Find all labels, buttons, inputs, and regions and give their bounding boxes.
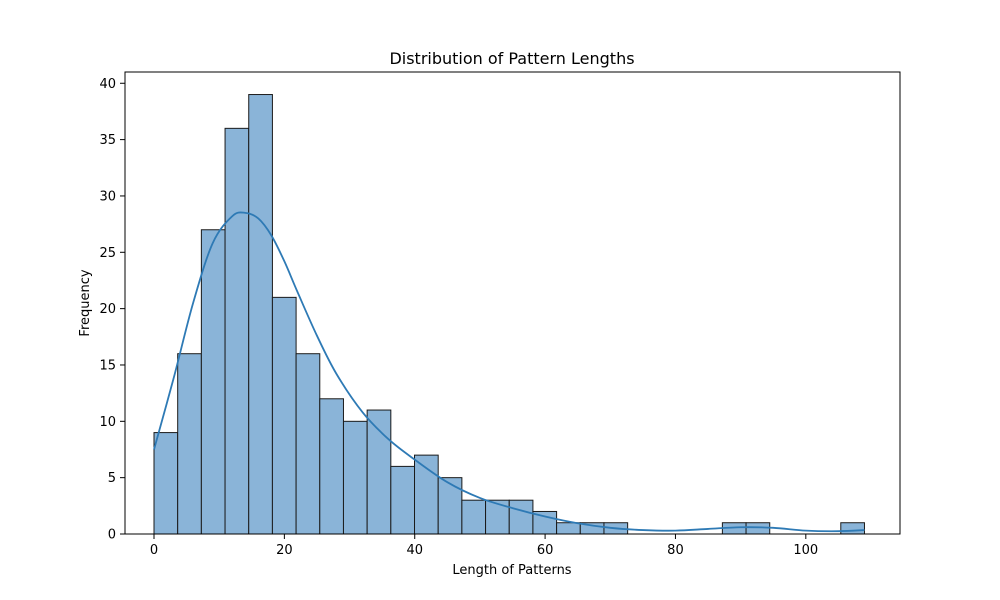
histogram-bar: [319, 398, 344, 535]
x-axis-ticks: 0 20 40 60 80 100: [150, 534, 818, 558]
y-tick-label: 30: [99, 189, 116, 204]
y-tick-label: 35: [99, 133, 116, 148]
histogram-bar: [295, 353, 321, 535]
y-axis-title: Frequency: [78, 269, 93, 336]
y-axis-ticks: 0 5 10 15 20 25 30 35 40: [99, 77, 125, 543]
axes-frame: [124, 71, 901, 535]
bars-group: [153, 94, 865, 535]
x-axis-title: Length of Patterns: [452, 563, 571, 578]
histogram-bar: [366, 409, 392, 535]
x-tick-label: 40: [406, 543, 423, 558]
chart-title: Distribution of Pattern Lengths: [389, 49, 634, 68]
histogram-bar: [556, 522, 581, 535]
kde-line: [153, 211, 865, 533]
histogram-bar: [271, 296, 297, 535]
histogram-bar: [342, 420, 368, 535]
histogram-bar: [461, 499, 487, 535]
histogram-bar: [248, 94, 273, 535]
histogram-bar: [390, 465, 416, 535]
histogram-bar: [200, 229, 226, 535]
y-tick-label: 10: [99, 415, 116, 430]
x-tick-label: 20: [276, 543, 293, 558]
y-tick-label: 40: [99, 77, 116, 92]
histogram-bar: [508, 499, 534, 535]
x-tick-label: 60: [537, 543, 554, 558]
y-tick-label: 0: [108, 528, 116, 543]
y-tick-label: 15: [99, 358, 116, 373]
histogram-bar: [437, 477, 463, 535]
y-tick-label: 25: [99, 246, 116, 261]
x-tick-label: 100: [793, 543, 818, 558]
histogram-bar: [153, 432, 179, 535]
kde-curve-group: [153, 211, 865, 533]
histogram-bar: [224, 127, 250, 535]
y-tick-label: 5: [108, 471, 116, 486]
y-tick-label: 20: [99, 302, 116, 317]
x-tick-label: 80: [667, 543, 684, 558]
histogram-bar: [840, 522, 865, 535]
histogram-bar: [414, 454, 439, 535]
histogram-bar: [177, 353, 202, 535]
x-tick-label: 0: [150, 543, 158, 558]
